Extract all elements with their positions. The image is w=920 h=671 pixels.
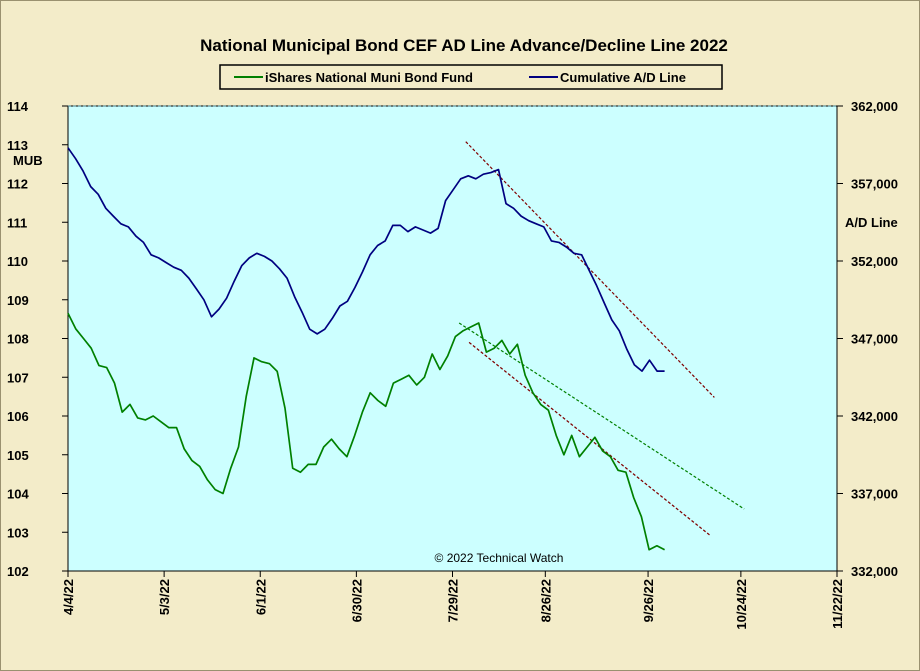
x-tick-label: 11/22/22 — [830, 579, 845, 629]
trendline — [458, 322, 745, 510]
right-tick-label: 352,000 — [851, 254, 898, 269]
x-tick-label: 4/4/22 — [61, 579, 76, 615]
left-axis-label: MUB — [13, 153, 43, 168]
left-tick-label: 102 — [7, 564, 29, 579]
left-tick-label: 107 — [7, 370, 29, 385]
cumulative-ad-line — [67, 147, 665, 372]
right-axis-label: A/D Line — [845, 215, 898, 230]
left-tick-label: 110 — [7, 254, 28, 269]
x-tick-label: 6/1/22 — [253, 579, 268, 615]
trendline — [468, 341, 712, 537]
left-axis: 114 113 112 111 110 109 108 107 106 105 104 103 102 — [7, 99, 68, 579]
left-tick-label: 104 — [7, 487, 29, 502]
trendline — [465, 141, 715, 398]
series-lines — [67, 147, 665, 551]
legend-label-fund: iShares National Muni Bond Fund — [265, 70, 473, 85]
left-tick-label: 112 — [7, 177, 28, 192]
left-tick-label: 103 — [7, 525, 29, 540]
left-tick-label: 105 — [7, 448, 29, 463]
right-axis: 362,000 357,000 352,000 347,000 342,000 337,0… — [837, 99, 898, 579]
right-tick-label: 332,000 — [851, 564, 898, 579]
left-tick-label: 106 — [7, 409, 29, 424]
right-tick-label: 347,000 — [851, 332, 898, 347]
legend: iShares National Muni Bond Fund Cumulati… — [219, 64, 723, 90]
x-tick-label: 10/24/22 — [734, 579, 749, 630]
right-tick-label: 337,000 — [851, 487, 898, 502]
x-tick-label: 7/29/22 — [446, 579, 461, 622]
right-tick-label: 342,000 — [851, 409, 898, 424]
chart-title: National Municipal Bond CEF AD Line Adva… — [200, 36, 728, 55]
x-axis: 4/4/22 5/3/22 6/1/22 6/30/22 7/29/22 8/26/22 9… — [61, 571, 845, 630]
right-tick-label: 357,000 — [851, 177, 898, 192]
fund-price-line — [67, 312, 665, 551]
plot-area — [67, 105, 838, 572]
x-tick-label: 5/3/22 — [157, 579, 172, 615]
left-tick-label: 113 — [7, 138, 28, 153]
left-tick-label: 108 — [7, 332, 29, 347]
left-tick-label: 114 — [7, 99, 29, 114]
copyright-annotation: © 2022 Technical Watch — [435, 551, 564, 565]
legend-label-ad: Cumulative A/D Line — [560, 70, 686, 85]
x-tick-label: 9/26/22 — [641, 579, 656, 622]
x-tick-label: 8/26/22 — [538, 579, 553, 622]
x-tick-label: 6/30/22 — [349, 579, 364, 622]
right-tick-label: 362,000 — [851, 99, 898, 114]
legend-box — [219, 64, 723, 90]
left-tick-label: 109 — [7, 293, 29, 308]
left-tick-label: 111 — [7, 215, 27, 230]
trendlines — [458, 141, 745, 537]
